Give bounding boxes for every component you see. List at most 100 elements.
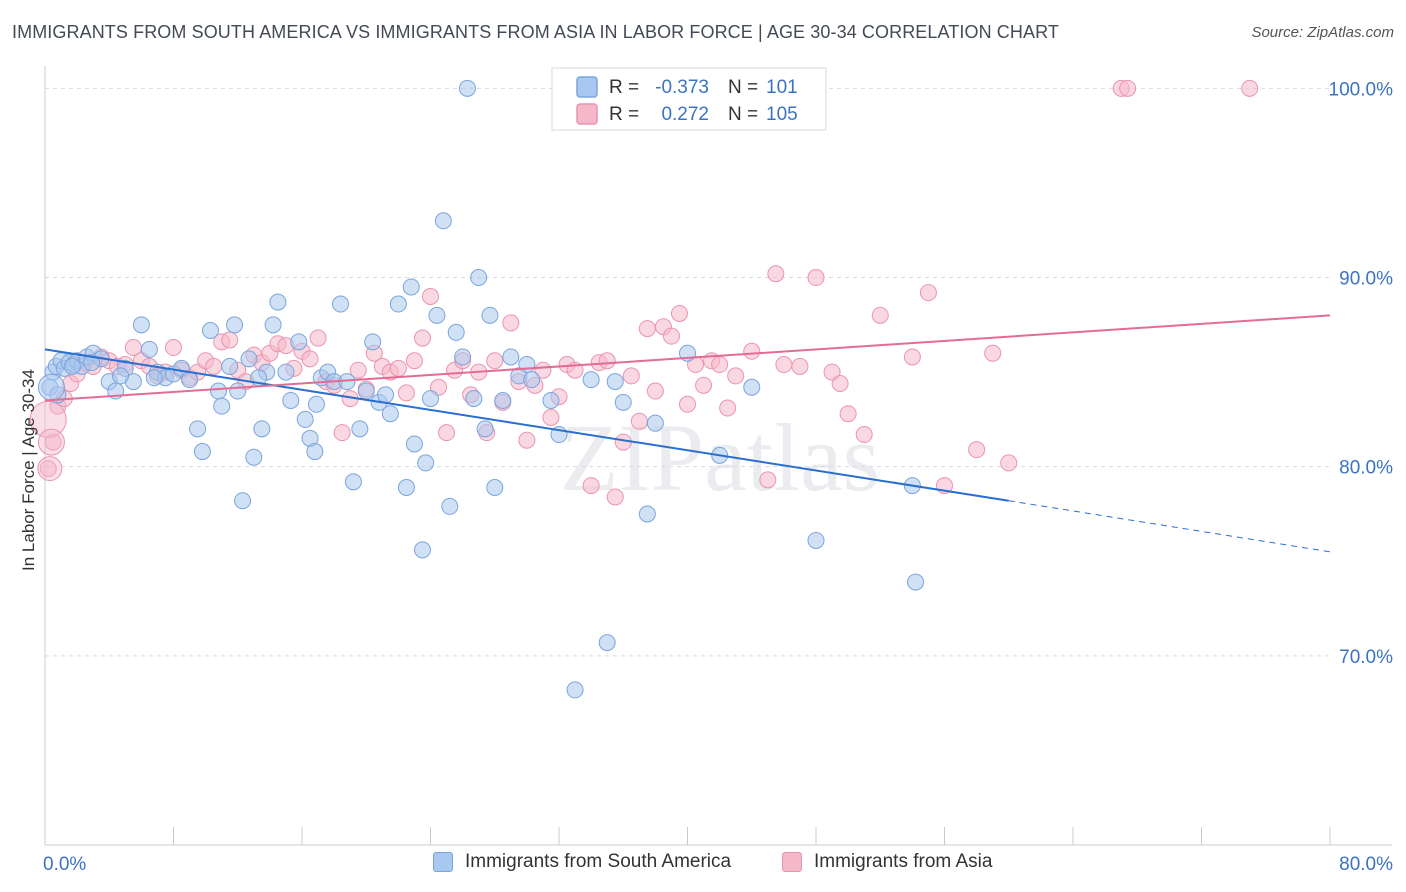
data-point <box>481 306 499 324</box>
legend-swatch <box>576 103 598 125</box>
data-point <box>221 331 239 349</box>
y-tick-label: 70.0% <box>1339 647 1393 668</box>
legend-r-value: 0.272 <box>661 104 709 125</box>
data-point <box>333 424 351 442</box>
data-point <box>447 323 465 341</box>
data-point <box>381 405 399 423</box>
data-point <box>413 329 431 347</box>
trend-line-asia <box>44 314 1331 402</box>
correlation-legend: R = -0.373 N = 101 R = 0.272 N = 105 <box>551 67 827 131</box>
y-tick-labels: 70.0% 80.0% 90.0% 100.0% <box>1329 79 1394 667</box>
data-point <box>470 269 488 287</box>
trend-line-south-america <box>44 348 1009 502</box>
legend-item-asia: Immigrants from Asia <box>782 851 992 873</box>
data-point <box>630 412 648 430</box>
data-point <box>63 357 81 375</box>
data-point <box>518 431 536 449</box>
data-point <box>422 287 439 305</box>
data-point <box>397 478 415 496</box>
data-point <box>344 473 362 491</box>
data-point <box>502 314 520 332</box>
data-point <box>29 400 67 438</box>
data-point <box>301 350 319 368</box>
data-point <box>438 424 456 442</box>
bottom-legend: Immigrants from South America Immigrants… <box>0 851 1406 879</box>
data-point <box>606 488 624 506</box>
data-point <box>349 361 367 379</box>
data-point <box>598 634 616 652</box>
data-point <box>181 371 199 389</box>
data-point <box>332 295 350 313</box>
data-point <box>111 367 129 385</box>
data-point <box>638 505 656 523</box>
x-tick-labels: 0.0% 80.0% <box>43 854 1393 875</box>
data-point <box>145 369 163 387</box>
legend-item-south-america: Immigrants from South America <box>433 851 731 873</box>
data-point <box>83 354 101 372</box>
data-point <box>37 456 63 482</box>
data-point <box>213 397 231 415</box>
data-point <box>389 295 407 313</box>
series-south-america-points <box>37 79 925 699</box>
data-point <box>903 348 921 366</box>
y-axis-label: In Labor Force | Age 30-34 <box>19 369 38 571</box>
data-point <box>245 448 263 466</box>
data-point <box>165 339 182 357</box>
data-point <box>727 367 745 385</box>
data-point <box>622 367 640 385</box>
legend-n-value: 101 <box>766 77 798 98</box>
data-point <box>282 391 300 409</box>
data-point <box>205 357 223 375</box>
data-point <box>37 373 65 401</box>
data-point <box>1241 79 1259 97</box>
data-point <box>458 79 476 97</box>
data-point <box>234 492 252 510</box>
data-point <box>831 374 849 392</box>
data-point <box>364 333 382 351</box>
data-point <box>486 478 504 496</box>
data-point <box>357 382 375 400</box>
data-point <box>695 376 713 394</box>
data-point <box>807 531 825 549</box>
data-point <box>405 352 423 370</box>
data-point <box>240 350 258 368</box>
data-point <box>377 386 395 404</box>
legend-r-label: R = <box>609 104 639 125</box>
data-point <box>413 541 431 559</box>
data-point <box>417 454 435 472</box>
data-point <box>189 420 207 438</box>
data-point <box>277 363 295 381</box>
data-point <box>807 269 825 287</box>
data-point <box>542 409 560 427</box>
data-point <box>290 333 308 351</box>
data-point <box>791 357 809 375</box>
legend-swatch-pink <box>782 852 802 872</box>
data-point <box>309 329 327 347</box>
data-point <box>422 390 439 408</box>
data-point <box>132 316 150 334</box>
trend-line-south-america-extension <box>1008 500 1331 553</box>
data-point <box>1119 79 1137 97</box>
data-point <box>264 316 282 334</box>
data-point <box>140 340 158 358</box>
trend-lines <box>44 314 1331 553</box>
data-point <box>670 304 688 322</box>
x-tick-label: 0.0% <box>43 854 86 875</box>
data-point <box>441 497 459 515</box>
data-point <box>402 278 420 296</box>
data-point <box>269 293 287 311</box>
data-point <box>638 320 656 338</box>
data-point <box>614 433 632 451</box>
data-point <box>646 414 664 432</box>
data-point <box>759 471 777 489</box>
data-point <box>719 399 737 417</box>
data-point <box>646 382 664 400</box>
legend-r-value: -0.373 <box>655 77 709 98</box>
axes <box>44 66 1392 846</box>
data-point <box>566 681 584 699</box>
data-point <box>534 361 552 379</box>
data-point <box>229 382 247 400</box>
data-point <box>968 441 986 459</box>
data-point <box>919 284 937 302</box>
